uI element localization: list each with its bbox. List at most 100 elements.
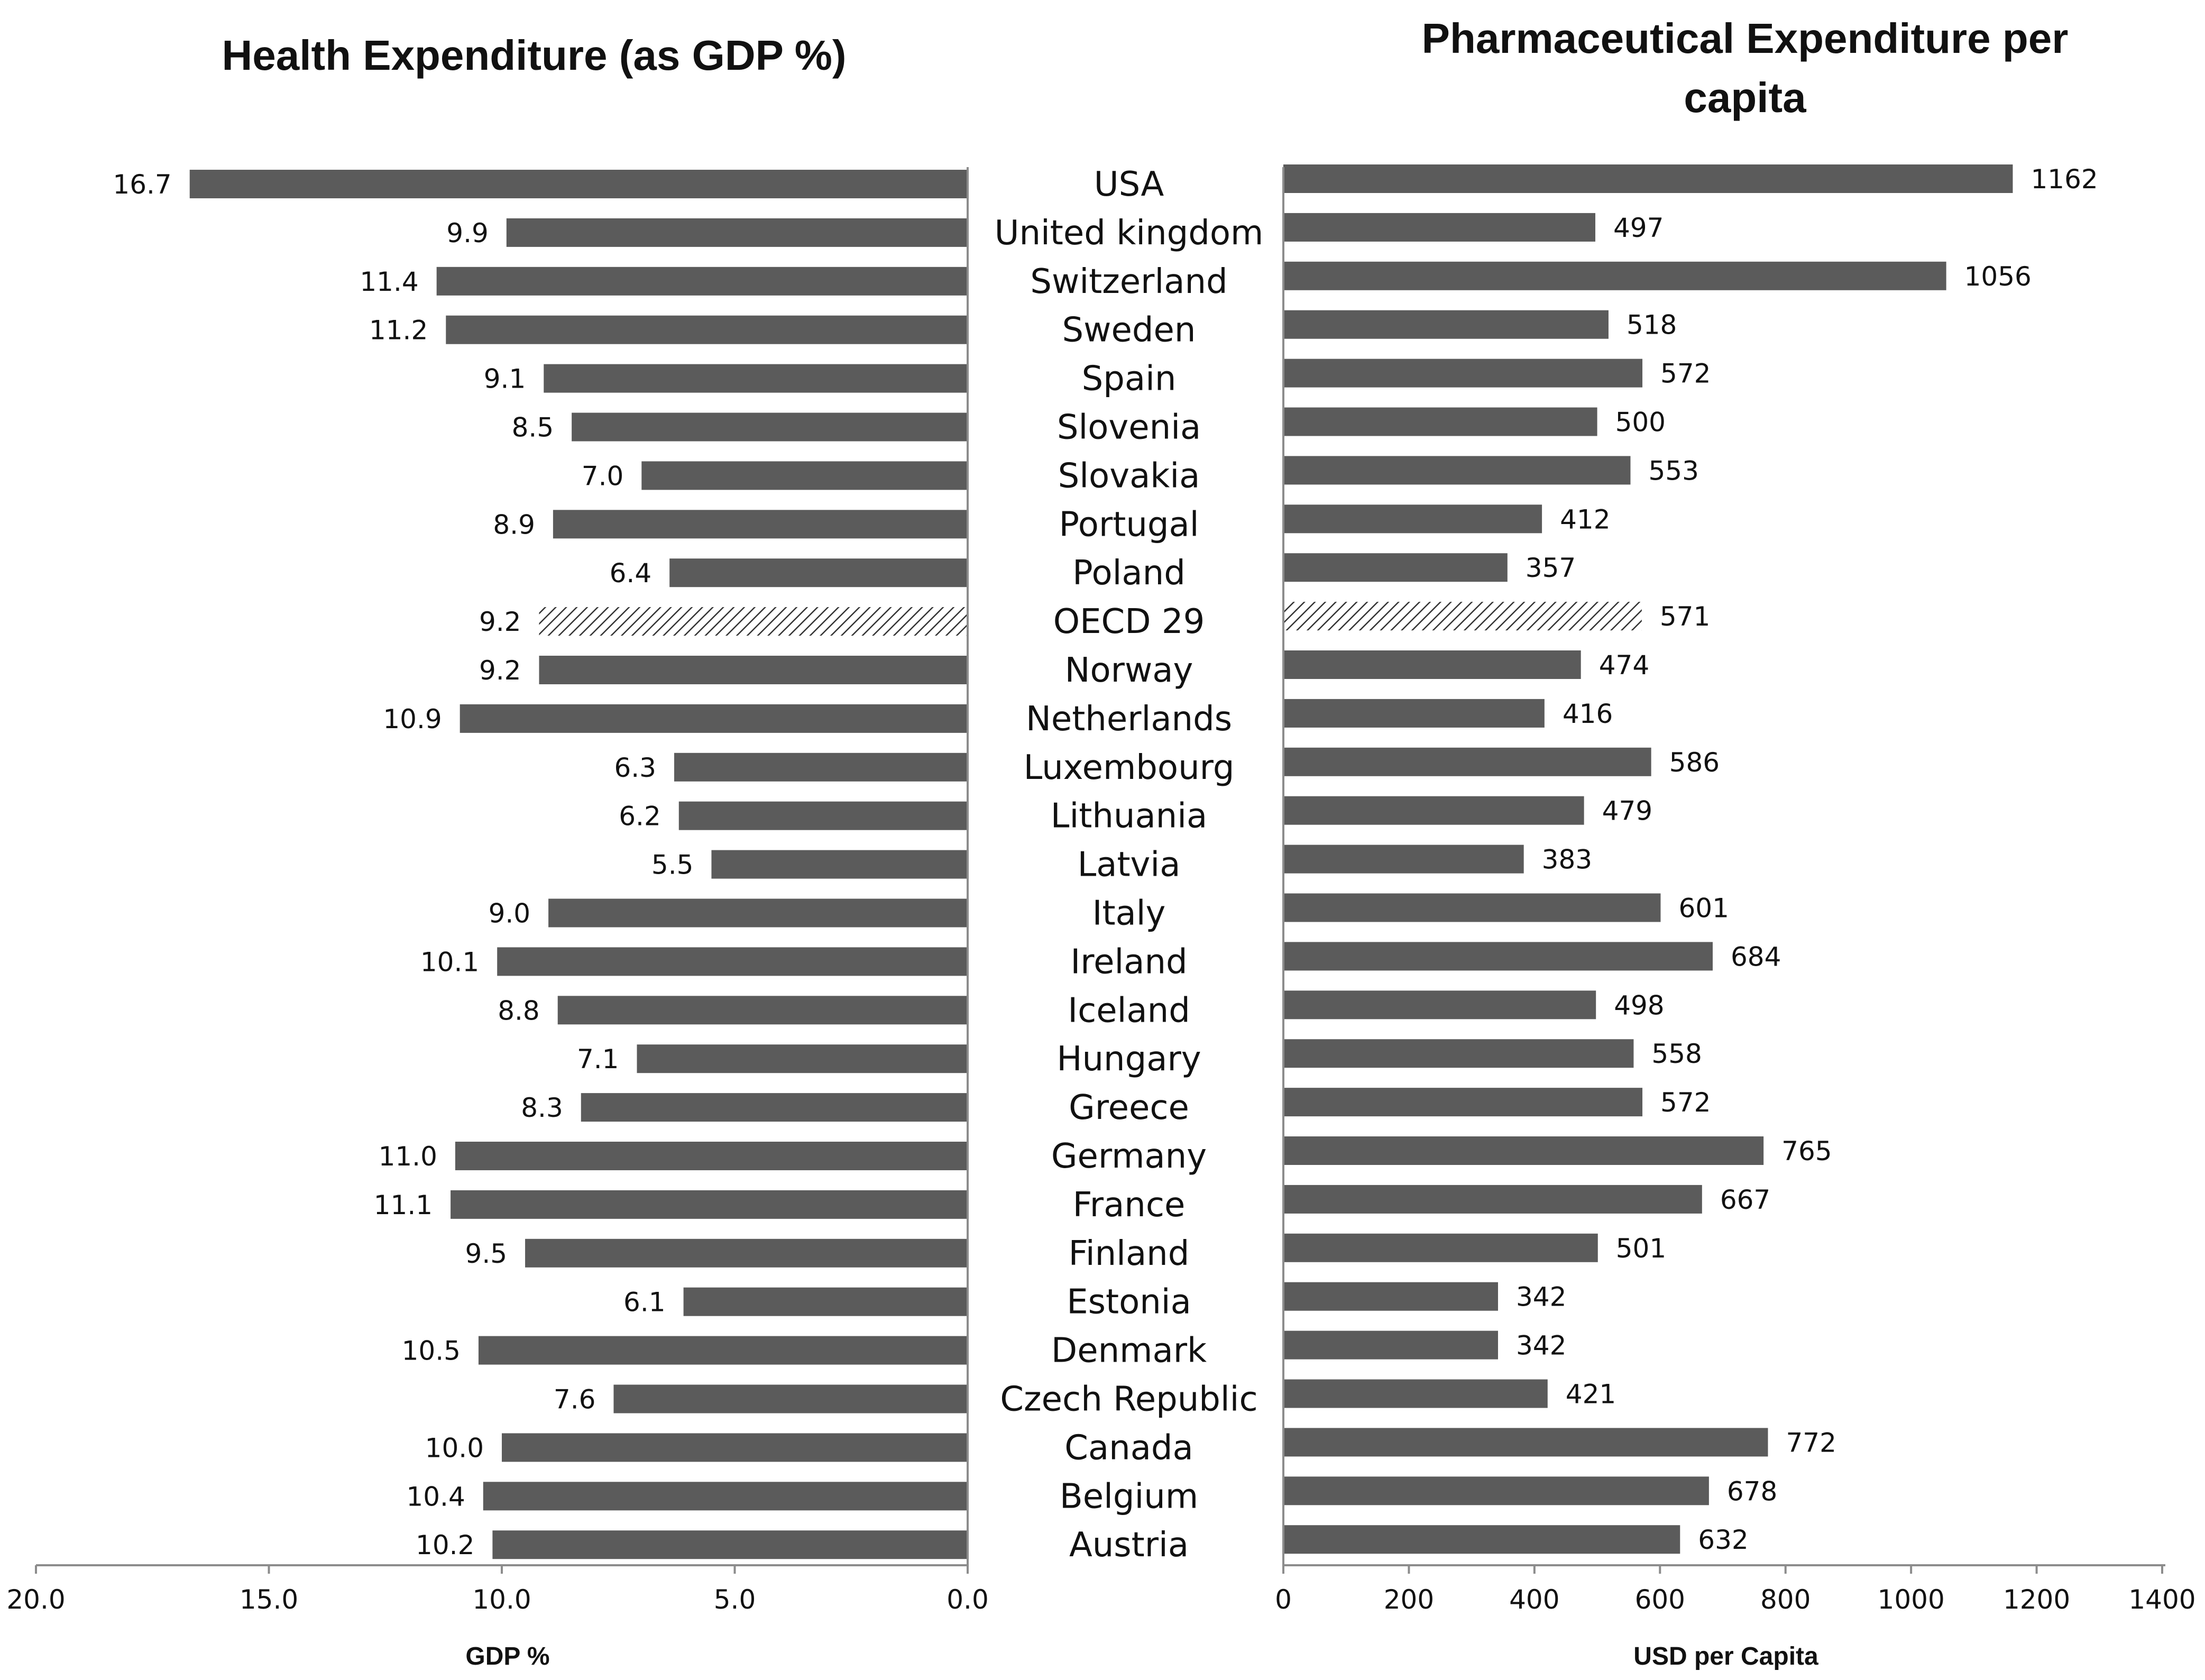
left-tick-label: 10.0: [472, 1584, 531, 1615]
right-axis-ticks: 0 200 400 600 800 1000 1200 1400: [1275, 1565, 2196, 1615]
right-bar-usa: [1283, 164, 2013, 193]
category-label-estonia: Estonia: [1067, 1283, 1191, 1322]
left-value-label-slovakia: 7.0: [582, 461, 624, 491]
category-label-spain: Spain: [1082, 360, 1177, 399]
right-value-label-poland: 357: [1526, 553, 1576, 583]
right-bar-hungary: [1283, 1039, 1634, 1068]
left-bar-spain: [544, 364, 968, 393]
right-bar-germany: [1283, 1136, 1764, 1165]
left-bar-belgium: [483, 1482, 968, 1511]
category-label-iceland: Iceland: [1068, 991, 1190, 1030]
left-bar-ireland: [497, 947, 968, 976]
right-value-label-greece: 572: [1660, 1087, 1711, 1118]
category-label-netherlands: Netherlands: [1026, 700, 1232, 739]
category-label-sweden: Sweden: [1062, 311, 1196, 350]
left-bar-hungary: [637, 1044, 968, 1073]
left-value-label-spain: 9.1: [484, 364, 526, 394]
right-bar-sweden: [1283, 310, 1609, 339]
left-value-label-greece: 8.3: [521, 1093, 563, 1123]
left-value-label-germany: 11.0: [379, 1141, 437, 1172]
right-value-label-switzerland: 1056: [1964, 261, 2032, 292]
right-bar-lithuania: [1283, 796, 1584, 825]
left-tick-label: 5.0: [714, 1584, 756, 1615]
left-bar-austria: [492, 1530, 968, 1559]
right-tick-label: 1000: [1878, 1584, 1945, 1615]
right-bar-luxembourg: [1283, 747, 1651, 776]
left-value-label-ireland: 10.1: [420, 947, 479, 977]
category-label-united-kingdom: United kingdom: [995, 214, 1264, 253]
right-bar-oecd-29: [1283, 602, 1642, 631]
category-label-usa: USA: [1094, 165, 1164, 204]
right-value-label-iceland: 498: [1614, 990, 1664, 1021]
left-value-label-estonia: 6.1: [623, 1287, 666, 1318]
left-value-label-austria: 10.2: [416, 1530, 474, 1560]
category-label-canada: Canada: [1064, 1428, 1193, 1467]
left-bar-slovakia: [641, 461, 968, 490]
left-bar-netherlands: [460, 704, 968, 733]
right-bar-iceland: [1283, 990, 1596, 1020]
category-label-slovenia: Slovenia: [1057, 408, 1201, 447]
left-value-label-oecd-29: 9.2: [479, 607, 521, 637]
left-value-label-luxembourg: 6.3: [614, 752, 656, 783]
right-chart-title-line-1: Pharmaceutical Expenditure per: [1422, 15, 2069, 62]
category-label-luxembourg: Luxembourg: [1024, 748, 1235, 787]
left-bar-estonia: [683, 1287, 968, 1316]
right-value-label-spain: 572: [1660, 359, 1711, 389]
left-value-label-switzerland: 11.4: [360, 267, 418, 297]
left-value-label-france: 11.1: [374, 1190, 433, 1220]
left-tick-label: 20.0: [6, 1584, 65, 1615]
left-bar-united-kingdom: [506, 218, 968, 247]
right-value-label-lithuania: 479: [1602, 796, 1652, 827]
right-value-label-norway: 474: [1599, 650, 1649, 681]
right-tick-label: 1400: [2128, 1584, 2195, 1615]
category-label-oecd-29: OECD 29: [1053, 602, 1205, 641]
right-value-label-italy: 601: [1678, 893, 1729, 924]
left-bar-denmark: [478, 1336, 968, 1365]
right-value-label-belgium: 678: [1727, 1476, 1777, 1507]
right-bar-poland: [1283, 553, 1508, 582]
left-value-label-hungary: 7.1: [577, 1044, 619, 1075]
category-label-portugal: Portugal: [1059, 505, 1199, 544]
left-bar-norway: [539, 656, 968, 684]
category-label-germany: Germany: [1051, 1137, 1207, 1176]
right-bar-estonia: [1283, 1282, 1499, 1311]
left-axis-title: GDP %: [465, 1642, 549, 1670]
right-bar-czech-republic: [1283, 1379, 1548, 1408]
left-tick-label: 15.0: [240, 1584, 298, 1615]
right-value-label-portugal: 412: [1560, 504, 1610, 535]
left-bar-france: [451, 1190, 968, 1219]
right-axis-title: USD per Capita: [1633, 1642, 1818, 1670]
left-bar-canada: [502, 1433, 968, 1462]
category-label-poland: Poland: [1072, 554, 1186, 593]
left-value-label-iceland: 8.8: [498, 995, 540, 1026]
category-label-latvia: Latvia: [1078, 846, 1181, 885]
right-bar-latvia: [1283, 844, 1524, 874]
category-labels: USA United kingdom Switzerland Sweden Spain S…: [995, 165, 1264, 1565]
right-bar-belgium: [1283, 1476, 1709, 1505]
left-bar-iceland: [557, 996, 968, 1025]
left-bar-luxembourg: [674, 752, 968, 782]
left-bar-oecd-29: [539, 607, 968, 636]
right-value-label-denmark: 342: [1516, 1330, 1566, 1361]
category-label-lithuania: Lithuania: [1051, 797, 1207, 836]
left-bar-portugal: [553, 510, 968, 539]
right-bar-finland: [1283, 1233, 1598, 1262]
category-label-switzerland: Switzerland: [1030, 262, 1227, 301]
right-value-label-netherlands: 416: [1563, 699, 1613, 729]
right-bar-france: [1283, 1185, 1702, 1214]
left-value-label-czech-republic: 7.6: [554, 1384, 596, 1415]
right-value-label-oecd-29: 571: [1660, 601, 1710, 632]
left-bar-switzerland: [436, 267, 968, 296]
right-value-label-germany: 765: [1781, 1136, 1832, 1167]
left-value-label-denmark: 10.5: [402, 1336, 461, 1366]
right-value-label-slovenia: 500: [1615, 407, 1666, 438]
right-bar-norway: [1283, 650, 1581, 679]
right-value-label-slovakia: 553: [1648, 455, 1698, 486]
left-value-label-united-kingdom: 9.9: [446, 218, 489, 249]
right-value-label-ireland: 684: [1731, 941, 1781, 972]
category-label-hungary: Hungary: [1056, 1040, 1201, 1079]
category-label-austria: Austria: [1069, 1526, 1189, 1565]
right-value-label-finland: 501: [1616, 1233, 1666, 1264]
left-axis-ticks: 20.0 15.0 10.0 5.0 0.0: [6, 1565, 989, 1615]
